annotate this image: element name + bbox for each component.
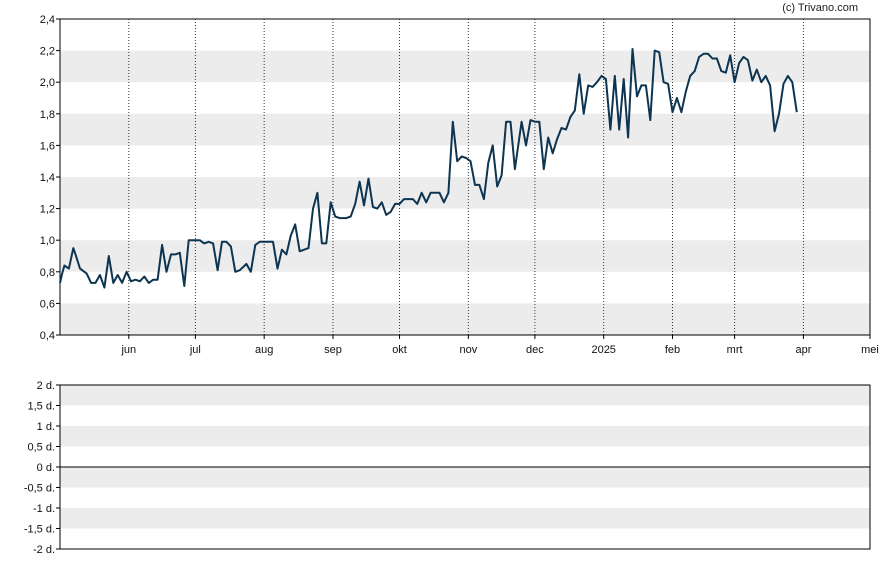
y-tick-label: 2,0	[40, 77, 55, 89]
y-tick-label: 1,5 d.	[27, 401, 55, 413]
x-tick-label: apr	[795, 344, 811, 356]
price-series-line	[59, 48, 798, 289]
y-tick-label: -1,5 d.	[24, 524, 55, 536]
x-tick-label: feb	[665, 344, 680, 356]
x-tick-label: dec	[526, 344, 544, 356]
y-tick-label: 2 d.	[37, 380, 55, 392]
y-tick-label: 1,8	[40, 109, 55, 121]
grid-band	[60, 113, 870, 146]
x-tick-label: okt	[392, 344, 407, 356]
y-tick-label: -1 d.	[33, 503, 55, 515]
x-tick-label: jul	[189, 344, 201, 356]
plot-frame	[59, 384, 871, 550]
y-tick-label: 2,2	[40, 46, 55, 58]
y-tick-label: 0,6	[40, 298, 55, 310]
plot-frame	[59, 18, 871, 336]
grid-band	[60, 467, 870, 488]
price-line-chart: jun jul aug sep okt nov dec 2025 feb mrt apr mei 0,4…	[40, 14, 879, 356]
y-tick-label: 1 d.	[37, 421, 55, 433]
x-tick-label: sep	[324, 344, 342, 356]
x-tick-label: jun	[120, 344, 136, 356]
source-credit: (c) Trivano.com	[782, 2, 858, 14]
y-tick-label: 1,4	[40, 172, 55, 184]
x-tick-label: nov	[459, 344, 477, 356]
grid-band	[60, 426, 870, 447]
x-tick-label: 2025	[591, 344, 615, 356]
y-tick-label: 0,4	[40, 330, 55, 342]
y-tick-label: 2,4	[40, 14, 55, 26]
y-tick-label: -0,5 d.	[24, 483, 55, 495]
x-tick-label: mrt	[727, 344, 743, 356]
x-tick-label: aug	[255, 344, 273, 356]
y-tick-label: 0 d.	[37, 462, 55, 474]
y-tick-label: 0,8	[40, 267, 55, 279]
x-tick-label: mei	[861, 344, 879, 356]
grid-band	[60, 303, 870, 335]
y-tick-label: 1,0	[40, 235, 55, 247]
y-tick-label: 1,2	[40, 204, 55, 216]
grid-band	[60, 177, 870, 209]
dividend-chart: 2 d. 1,5 d. 1 d. 0,5 d. 0 d. -0,5 d. -1 d. -1,5…	[24, 380, 871, 556]
y-tick-label: 0,5 d.	[27, 442, 55, 454]
grid-band	[60, 508, 870, 529]
y-tick-label: 1,6	[40, 140, 55, 152]
grid-band	[60, 385, 870, 406]
y-tick-label: -2 d.	[33, 544, 55, 556]
